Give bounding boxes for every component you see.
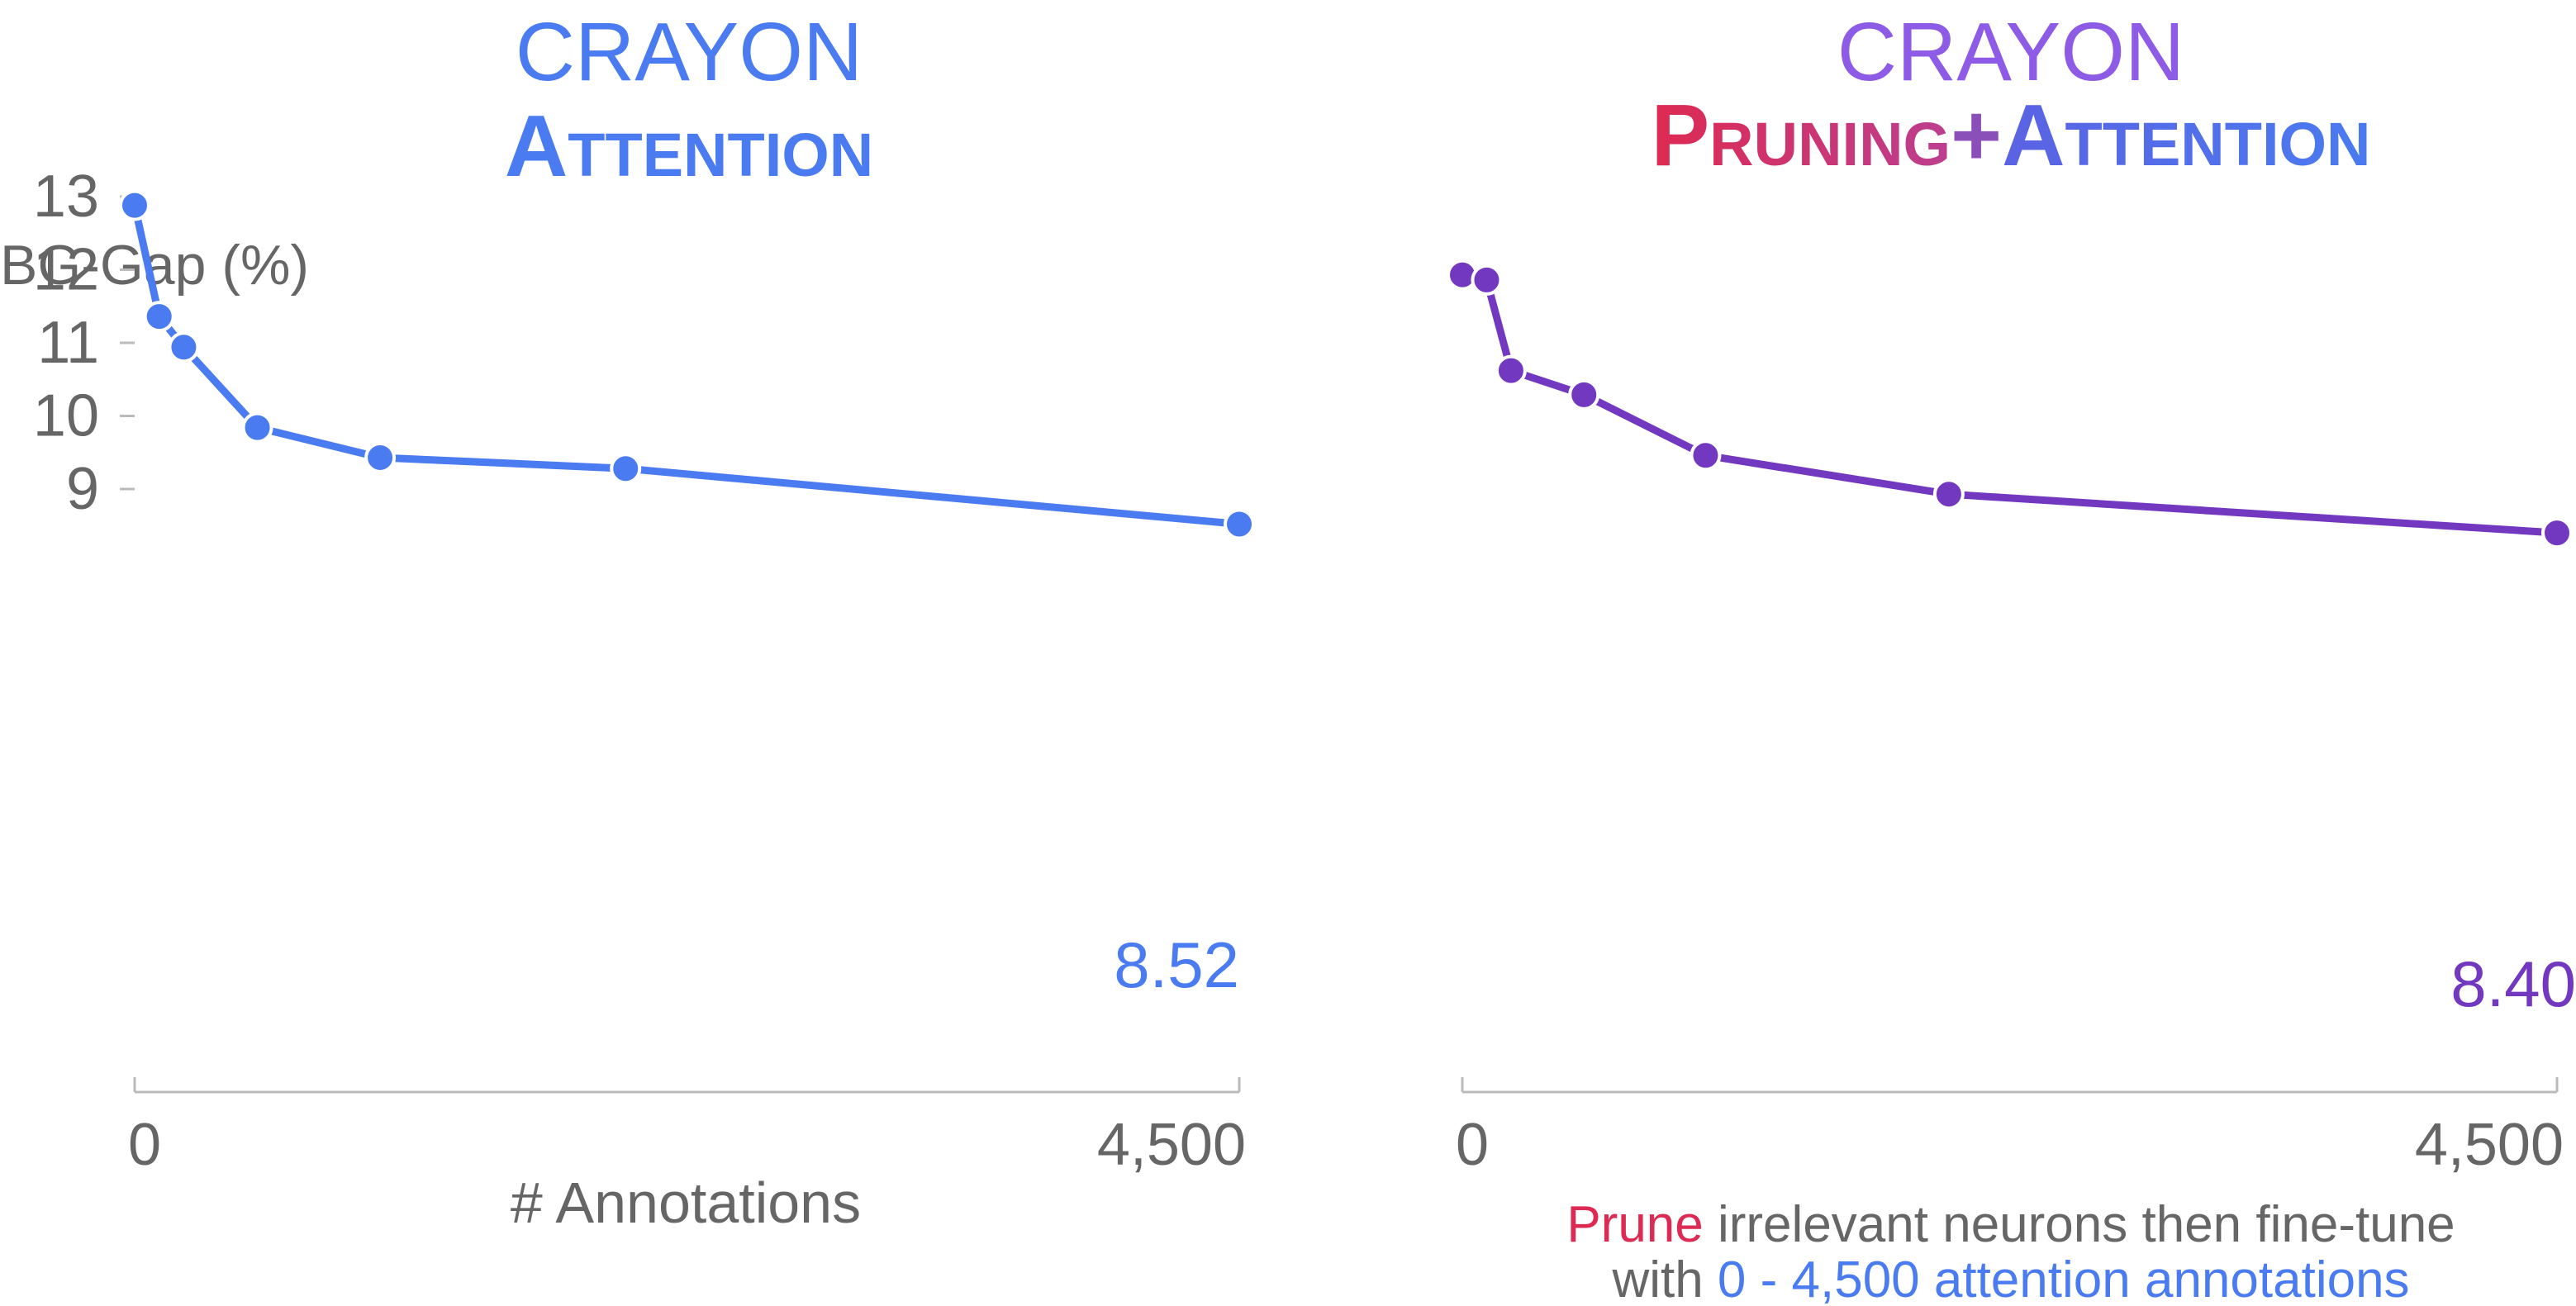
right-axes: 0 4,500 [1456, 1077, 2564, 1178]
left-data-point [364, 441, 397, 473]
right-data-point [1932, 478, 1965, 511]
right-plot [1447, 259, 2573, 549]
right-data-point [1495, 354, 1527, 387]
left-end-value-label: 8.52 [1114, 928, 1239, 1001]
right-title-plus: + [1951, 87, 2002, 184]
left-data-point [1224, 508, 1255, 540]
right-x-tick-label: 4,500 [2415, 1112, 2564, 1178]
left-x-tick-label: 0 [128, 1112, 161, 1178]
caption-line2: with 0 - 4,500 attention annotations [1611, 1251, 2409, 1306]
right-title-attention: Attention [2002, 87, 2371, 184]
left-data-point [168, 331, 200, 363]
left-title-line2: Attention [505, 97, 874, 195]
right-data-point [1471, 264, 1503, 296]
caption-annotations: 0 - 4,500 attention annotations [1718, 1251, 2410, 1306]
right-series-line [1458, 271, 2561, 537]
left-axes: 0 4,500 9 10 11 12 13 [33, 164, 1246, 1178]
left-title-line1: CRAYON [516, 6, 863, 98]
right-title-line2: Pruning+Attention [1651, 87, 2370, 184]
caption-line1: Prune irrelevant neurons then fine-tune [1566, 1196, 2455, 1253]
caption-with: with [1611, 1251, 1717, 1306]
y-tick-label: 10 [33, 383, 99, 449]
right-title-pruning: Pruning [1651, 87, 1951, 184]
caption-rest1: irrelevant neurons then fine-tune [1704, 1196, 2455, 1253]
left-data-point [143, 301, 175, 333]
x-axis-label: # Annotations [511, 1171, 861, 1235]
right-x-tick-label: 0 [1456, 1112, 1489, 1178]
y-tick-label: 11 [37, 310, 99, 376]
right-title-line1: CRAYON [1837, 6, 2184, 98]
left-data-point [241, 411, 273, 444]
caption-prune: Prune [1566, 1196, 1703, 1253]
y-tick-label: 9 [66, 456, 99, 522]
left-data-point [119, 189, 150, 221]
y-tick-label: 13 [33, 164, 99, 230]
right-end-value-label: 8.40 [2450, 947, 2576, 1020]
right-data-point [2541, 517, 2573, 549]
right-data-point [1568, 378, 1600, 411]
left-x-tick-label: 4,500 [1097, 1112, 1246, 1178]
right-data-point [1690, 439, 1722, 472]
left-data-point [610, 453, 642, 485]
y-tick-label: 12 [33, 237, 99, 303]
left-plot [119, 189, 1255, 540]
